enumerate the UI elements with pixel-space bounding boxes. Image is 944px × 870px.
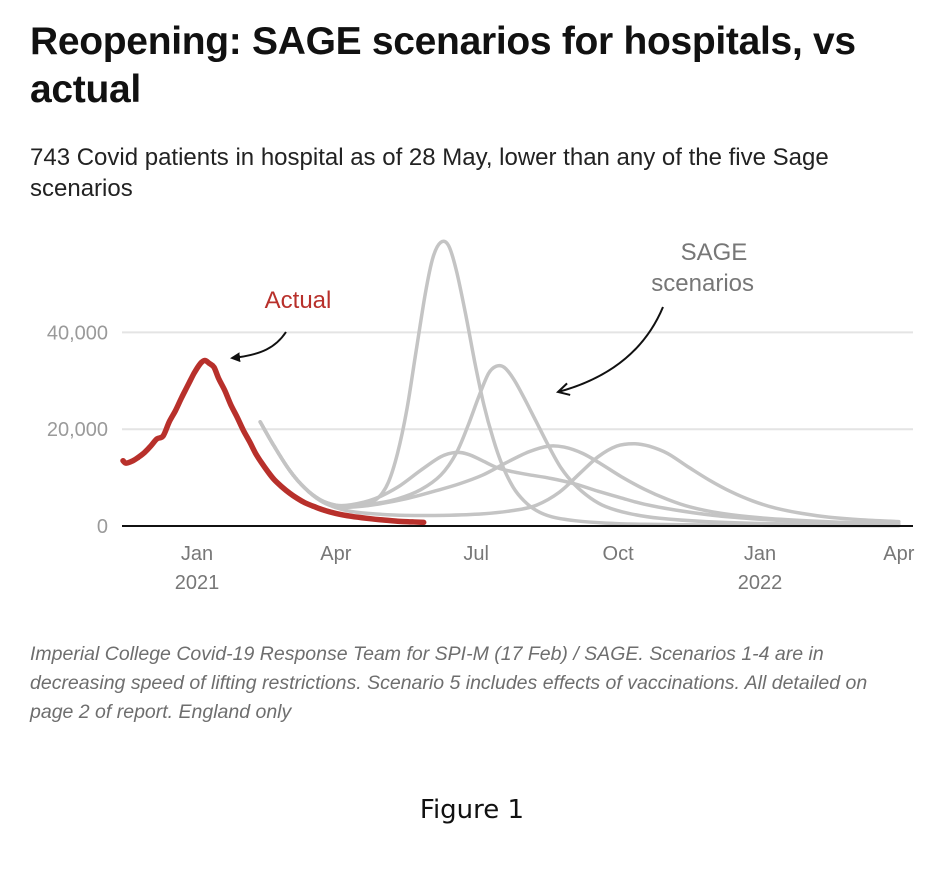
- y-axis-ticks: 0 20,000 40,000: [47, 322, 108, 538]
- annotation-actual-label: Actual: [265, 287, 332, 314]
- series-line-scenario-1: [258, 239, 901, 528]
- y-tick-label: 20,000: [47, 419, 108, 441]
- annotation-actual-arrow: [230, 331, 287, 363]
- annotation-scenarios-arrow: [558, 306, 664, 392]
- gridlines: [122, 331, 913, 431]
- series-lines: [120, 239, 901, 528]
- x-tick-label: Oct: [603, 543, 635, 565]
- annotation-scenarios-line2: scenarios: [651, 270, 754, 297]
- annotation-scenarios-label: SAGE scenarios: [651, 239, 754, 297]
- chart-subtitle: 743 Covid patients in hospital as of 28 …: [30, 144, 829, 202]
- source-note: Imperial College Covid-19 Response Team …: [30, 643, 868, 723]
- series-line-actual: [120, 357, 427, 526]
- y-tick-label: 40,000: [47, 322, 108, 344]
- x-tick-label: Apr: [883, 543, 914, 565]
- series-line-scenario-2: [258, 363, 901, 528]
- y-tick-label: 0: [97, 516, 108, 538]
- x-tick-label: Jan: [181, 543, 213, 565]
- hospital-chart: 0 20,000 40,000 Jan 2021 Apr Jul Oct Jan 2022 Apr…: [47, 239, 915, 594]
- x-tick-label: Apr: [320, 543, 351, 565]
- chart-title: Reopening: SAGE scenarios for hospitals,…: [30, 20, 856, 111]
- x-axis-ticks: Jan 2021 Apr Jul Oct Jan 2022 Apr: [175, 543, 915, 594]
- x-tick-label: Jul: [463, 543, 489, 565]
- figure-caption: Figure 1: [419, 795, 525, 825]
- annotation-scenarios-line1: SAGE: [681, 239, 748, 266]
- x-tick-year-label: 2022: [738, 572, 783, 594]
- series-line-scenario-5: [258, 420, 901, 524]
- x-tick-year-label: 2021: [175, 572, 220, 594]
- x-tick-label: Jan: [744, 543, 776, 565]
